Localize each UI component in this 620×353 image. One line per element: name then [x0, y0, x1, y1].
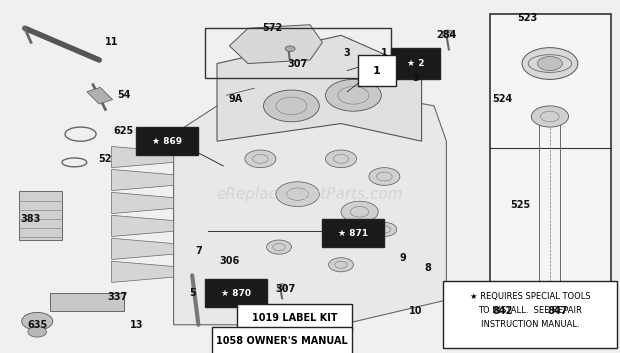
Circle shape [441, 30, 454, 37]
Text: 11: 11 [105, 37, 118, 47]
Text: ★ 869: ★ 869 [153, 137, 182, 146]
FancyBboxPatch shape [358, 55, 396, 86]
Text: 54: 54 [117, 90, 131, 100]
Circle shape [22, 312, 53, 330]
Text: 842: 842 [492, 306, 512, 316]
Text: 307: 307 [275, 285, 295, 294]
FancyBboxPatch shape [205, 279, 267, 307]
Bar [87, 87, 113, 104]
FancyBboxPatch shape [136, 127, 198, 155]
Polygon shape [112, 261, 174, 282]
Circle shape [531, 106, 569, 127]
Polygon shape [112, 146, 174, 168]
Polygon shape [112, 238, 174, 259]
Circle shape [341, 201, 378, 222]
Text: ★ 2: ★ 2 [407, 59, 424, 68]
Text: 1019 LABEL KIT: 1019 LABEL KIT [252, 313, 337, 323]
Text: 847: 847 [548, 306, 568, 316]
FancyBboxPatch shape [490, 14, 611, 325]
Polygon shape [174, 88, 446, 325]
Circle shape [326, 79, 381, 111]
Circle shape [326, 150, 356, 168]
Text: 383: 383 [21, 214, 41, 224]
Text: 5: 5 [189, 288, 195, 298]
Circle shape [264, 90, 319, 122]
Text: 1: 1 [381, 48, 388, 58]
Bar [531, 302, 568, 321]
FancyBboxPatch shape [391, 48, 440, 79]
Circle shape [267, 240, 291, 254]
Text: 625: 625 [114, 126, 134, 136]
Text: 572: 572 [263, 23, 283, 33]
Polygon shape [217, 35, 422, 141]
FancyBboxPatch shape [322, 219, 384, 247]
Text: 52: 52 [99, 154, 112, 164]
Text: 9A: 9A [229, 94, 242, 104]
Text: 524: 524 [492, 94, 512, 104]
Circle shape [28, 327, 46, 337]
Text: INSTRUCTION MANUAL.: INSTRUCTION MANUAL. [480, 320, 580, 329]
Text: 1058 OWNER'S MANUAL: 1058 OWNER'S MANUAL [216, 336, 348, 346]
Text: TO INSTALL.  SEE REPAIR: TO INSTALL. SEE REPAIR [478, 306, 582, 315]
Text: ★ REQUIRES SPECIAL TOOLS: ★ REQUIRES SPECIAL TOOLS [470, 292, 590, 301]
Text: 284: 284 [436, 30, 456, 40]
Bar [19, 191, 62, 240]
Text: 337: 337 [108, 292, 128, 301]
Text: 8: 8 [424, 263, 432, 273]
Text: 306: 306 [219, 256, 239, 266]
Text: 525: 525 [511, 200, 531, 210]
Polygon shape [112, 215, 174, 237]
Circle shape [372, 222, 397, 237]
Bar [50, 293, 124, 311]
Polygon shape [229, 25, 322, 64]
Circle shape [277, 284, 287, 289]
Circle shape [493, 304, 524, 321]
Circle shape [285, 46, 295, 52]
Text: 1: 1 [373, 66, 381, 76]
Text: 9: 9 [400, 253, 406, 263]
Text: 7: 7 [195, 246, 202, 256]
Polygon shape [112, 192, 174, 214]
FancyBboxPatch shape [443, 281, 617, 348]
FancyBboxPatch shape [212, 328, 352, 353]
Text: 3: 3 [412, 73, 418, 83]
Text: 3: 3 [344, 48, 350, 58]
Polygon shape [112, 169, 174, 191]
Circle shape [329, 258, 353, 272]
Circle shape [245, 150, 276, 168]
Circle shape [522, 48, 578, 79]
FancyBboxPatch shape [237, 304, 352, 331]
Text: 523: 523 [517, 13, 537, 23]
Text: ★ 870: ★ 870 [221, 288, 250, 298]
Circle shape [369, 168, 400, 185]
Text: 10: 10 [409, 306, 422, 316]
Text: 635: 635 [27, 320, 47, 330]
Bar [539, 124, 560, 282]
Text: 13: 13 [130, 320, 143, 330]
Text: ★ 871: ★ 871 [339, 228, 368, 238]
Text: 307: 307 [288, 59, 308, 68]
Circle shape [538, 56, 562, 71]
Circle shape [276, 182, 319, 207]
Text: eReplacementParts.com: eReplacementParts.com [216, 187, 404, 202]
